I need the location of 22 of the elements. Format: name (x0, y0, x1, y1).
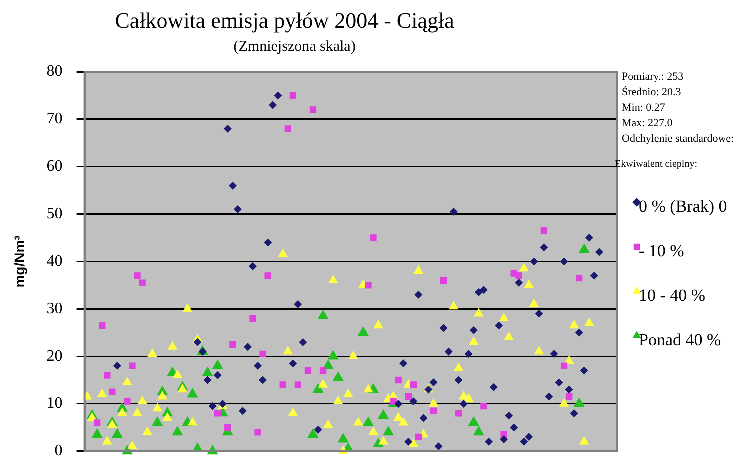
chart-title: Całkowita emisja pyłów 2004 - Ciągła (115, 8, 455, 33)
y-tick-label: 40 (46, 252, 63, 270)
y-tick-label: 10 (46, 395, 63, 412)
y-tick-label: 30 (46, 300, 63, 318)
text: Pomiary.: 253 (622, 70, 684, 83)
legend-label: Ponad 40 % (639, 330, 722, 350)
legend-title: Ekwiwalent cieplny: (615, 159, 698, 170)
text: Średnio: 20.3 (622, 85, 682, 98)
text: Min: 0.27 (622, 102, 666, 114)
y-tick-label: 70 (46, 110, 63, 128)
y-tick-label: 20 (46, 348, 63, 365)
y-tick-label: 50 (46, 205, 63, 222)
legend-label: 0 % (Brak) 0 (639, 196, 728, 216)
chart-subtitle: (Zmniejszona skala) (234, 38, 356, 55)
legend-label: - 10 % (639, 241, 684, 260)
text: Odchylenie standardowe: (622, 132, 734, 145)
y-tick-label: 80 (46, 63, 63, 80)
text: Max: 227.0 (622, 117, 674, 130)
y-tick-label: 60 (46, 158, 63, 176)
y-tick-label: 0 (54, 442, 63, 460)
legend-label: 10 - 40 % (639, 286, 706, 305)
y-axis-title: mg/Nm³ (11, 235, 28, 288)
